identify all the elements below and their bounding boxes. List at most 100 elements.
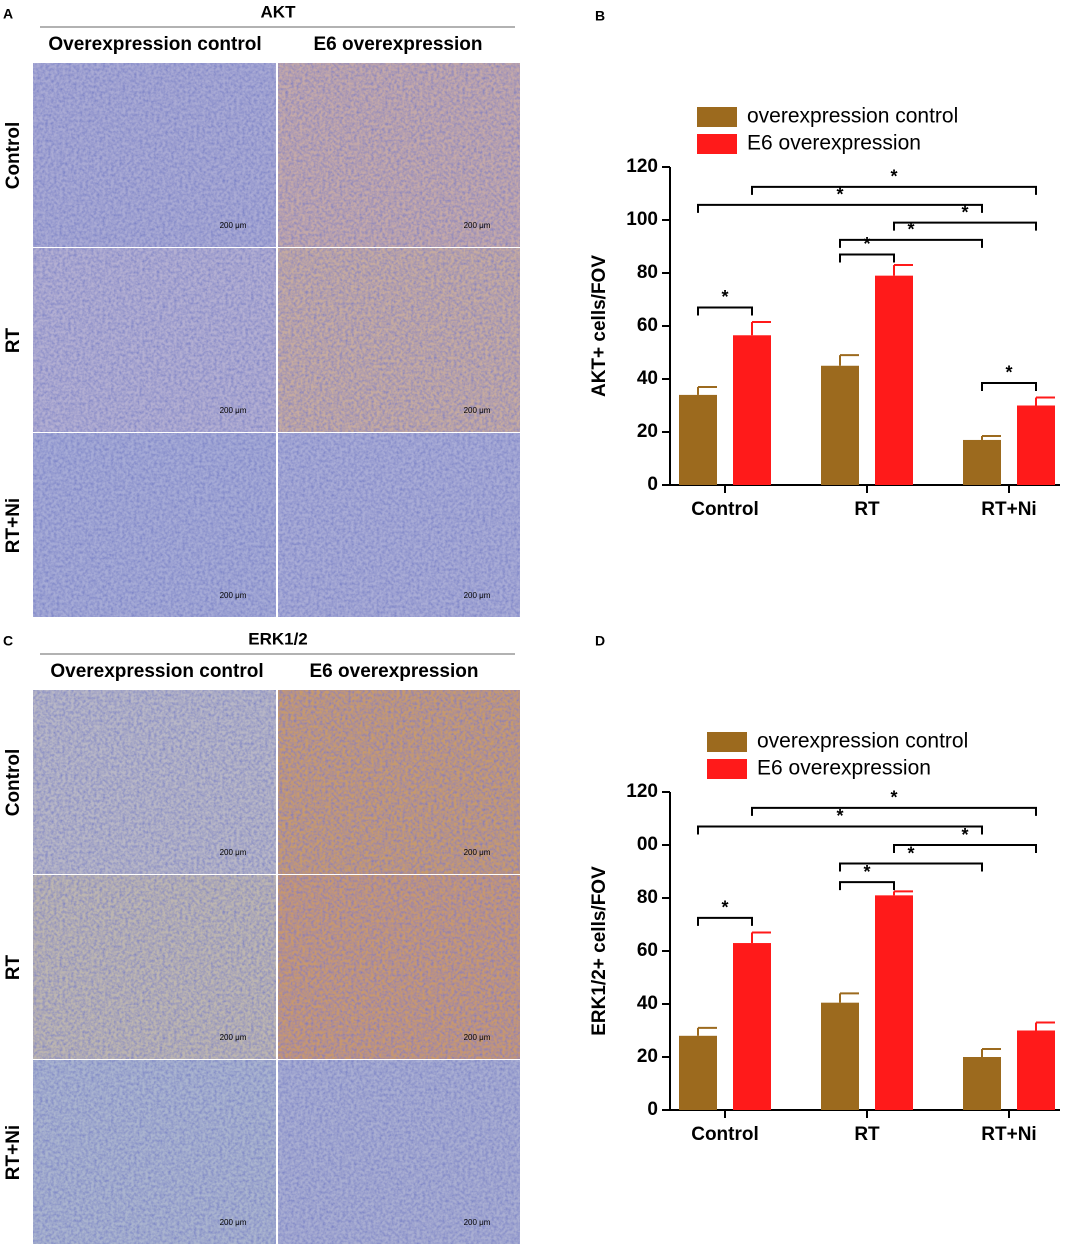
- y-tick-label: 80: [637, 262, 658, 283]
- bar: [963, 1057, 1001, 1110]
- bar: [875, 275, 913, 485]
- significance-label: *: [721, 287, 728, 307]
- row-label: RT: [3, 954, 24, 980]
- legend-swatch: [707, 732, 747, 752]
- significance-label: *: [836, 806, 843, 826]
- significance-bracket: [893, 844, 1037, 853]
- micrograph: [277, 433, 520, 617]
- significance-bracket: [893, 221, 1037, 231]
- y-tick-label: 60: [637, 940, 658, 961]
- scale-bar-label: 200 μm: [220, 406, 247, 415]
- micrograph: [33, 875, 276, 1059]
- panel-label: B: [595, 8, 605, 24]
- row-label: Control: [3, 749, 24, 817]
- significance-label: *: [863, 234, 870, 254]
- panel-label: C: [3, 633, 13, 649]
- legend-label: overexpression control: [757, 730, 968, 753]
- bar: [1017, 1030, 1055, 1110]
- bar: [875, 895, 913, 1110]
- significance-label: *: [863, 862, 870, 882]
- row-label: Control: [3, 122, 24, 190]
- scale-bar-label: 200 μm: [220, 591, 247, 600]
- significance-label: *: [890, 788, 897, 808]
- micrograph: [33, 1060, 276, 1244]
- x-tick-label: RT+Ni: [981, 1124, 1036, 1145]
- x-tick-label: RT+Ni: [981, 499, 1036, 520]
- y-tick-label: 120: [626, 781, 658, 802]
- y-tick-label: 120: [626, 156, 658, 177]
- scale-bar-label: 200 μm: [464, 1218, 491, 1227]
- significance-bracket: [981, 381, 1037, 391]
- significance-bracket: [751, 185, 1037, 195]
- micrograph: [33, 690, 276, 874]
- significance-label: *: [721, 898, 728, 918]
- significance-bracket: [839, 862, 983, 872]
- y-tick-label: 100: [626, 209, 658, 230]
- scale-bar-label: 200 μm: [220, 1218, 247, 1227]
- panel-title: AKT: [261, 2, 297, 21]
- row-label: RT+Ni: [3, 1125, 24, 1180]
- x-tick-label: RT: [854, 1124, 880, 1145]
- scale-bar-label: 200 μm: [464, 848, 491, 857]
- y-axis-label: AKT+ cells/FOV: [589, 255, 610, 397]
- significance-label: *: [961, 825, 968, 845]
- column-label: Overexpression control: [48, 34, 261, 55]
- significance-label: *: [836, 185, 843, 205]
- significance-bracket: [697, 306, 753, 316]
- bar: [1017, 405, 1055, 485]
- significance-bracket: [697, 825, 983, 835]
- legend-swatch: [697, 134, 737, 154]
- significance-label: *: [907, 843, 914, 863]
- y-tick-label: 20: [637, 421, 658, 442]
- micrograph: [277, 1060, 520, 1244]
- panel-label: D: [595, 633, 605, 649]
- bar: [733, 335, 771, 485]
- y-tick-label: 40: [637, 993, 658, 1014]
- legend-label: E6 overexpression: [757, 757, 931, 780]
- bar: [679, 1035, 717, 1110]
- scale-bar-label: 200 μm: [220, 1033, 247, 1042]
- row-label: RT: [3, 327, 24, 353]
- y-tick-label: 40: [637, 368, 658, 389]
- significance-label: *: [961, 202, 968, 222]
- panel-title: ERK1/2: [248, 629, 308, 648]
- significance-bracket: [697, 203, 983, 213]
- scale-bar-label: 200 μm: [464, 591, 491, 600]
- bar: [821, 1002, 859, 1110]
- significance-bracket: [839, 253, 895, 263]
- y-tick-label: 60: [637, 315, 658, 336]
- significance-bracket: [751, 806, 1037, 816]
- micrograph: [33, 248, 276, 432]
- micrograph: [33, 63, 276, 247]
- row-label: RT+Ni: [3, 498, 24, 553]
- bar: [733, 943, 771, 1110]
- column-label: E6 overexpression: [310, 661, 479, 682]
- y-tick-label: 0: [647, 1099, 658, 1120]
- x-tick-label: Control: [691, 1124, 759, 1145]
- significance-bracket: [839, 238, 983, 248]
- x-tick-label: Control: [691, 499, 759, 520]
- scale-bar-label: 200 μm: [464, 406, 491, 415]
- scale-bar-label: 200 μm: [220, 221, 247, 230]
- micrograph: [277, 690, 520, 874]
- scale-bar-label: 200 μm: [464, 1033, 491, 1042]
- y-axis-label: ERK1/2+ cells/FOV: [589, 866, 610, 1036]
- column-label: E6 overexpression: [314, 34, 483, 55]
- legend-label: overexpression control: [747, 105, 958, 128]
- bar: [963, 439, 1001, 485]
- scale-bar-label: 200 μm: [464, 221, 491, 230]
- y-tick-label: 80: [637, 887, 658, 908]
- micrograph: [277, 248, 520, 432]
- significance-bracket: [697, 916, 753, 926]
- micrograph: [277, 63, 520, 247]
- significance-bracket: [839, 881, 895, 891]
- significance-label: *: [890, 167, 897, 187]
- x-tick-label: RT: [854, 499, 880, 520]
- significance-label: *: [907, 220, 914, 240]
- bar: [821, 365, 859, 485]
- y-tick-label: 00: [637, 834, 658, 855]
- scale-bar-label: 200 μm: [220, 848, 247, 857]
- legend-swatch: [707, 759, 747, 779]
- y-tick-label: 0: [647, 474, 658, 495]
